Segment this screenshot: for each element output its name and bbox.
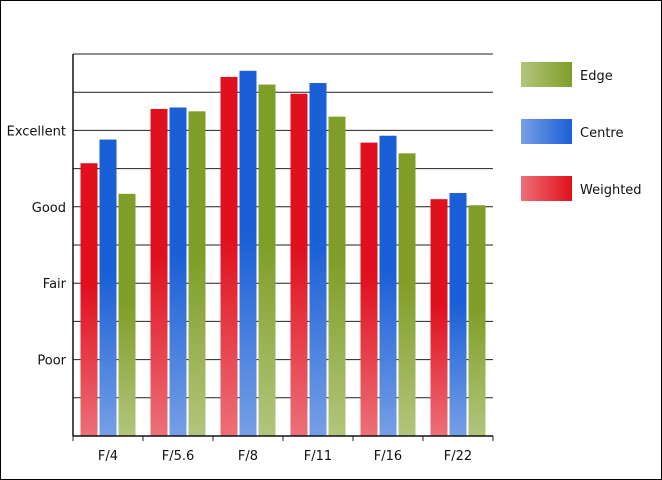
x-tick-label: F/16 <box>374 449 402 464</box>
bar-edge-F22 <box>468 205 486 436</box>
bar-weighted-F8 <box>220 76 238 437</box>
legend: Edge Centre Weighted <box>521 62 642 201</box>
legend-label-edge: Edge <box>580 69 613 84</box>
axes: F/4 F/5.6 F/8 F/11 F/16 F/22 Poor Fair Good Excel… <box>7 54 494 464</box>
legend-label-weighted: Weighted <box>580 183 642 198</box>
bar-centre-F4 <box>99 139 117 436</box>
bar-edge-F4 <box>118 193 136 436</box>
bars <box>80 70 486 437</box>
y-tick-label: Excellent <box>7 124 66 139</box>
x-tick-label: F/11 <box>304 449 332 464</box>
bar-centre-F56 <box>169 107 187 436</box>
bar-weighted-F11 <box>290 93 308 436</box>
legend-swatch-edge <box>521 62 572 87</box>
bar-centre-F11 <box>309 83 327 437</box>
x-tick-label: F/8 <box>238 449 258 464</box>
y-tick-label: Poor <box>37 354 66 369</box>
y-tick-label: Fair <box>43 277 67 292</box>
bar-edge-F11 <box>328 116 346 436</box>
bar-weighted-F16 <box>360 142 378 436</box>
legend-label-centre: Centre <box>580 126 623 141</box>
x-tick-label: F/5.6 <box>162 449 195 464</box>
legend-swatch-weighted <box>521 176 572 201</box>
x-tick-label: F/4 <box>98 449 118 464</box>
legend-swatch-centre <box>521 119 572 144</box>
grid-lines <box>73 53 493 399</box>
bar-weighted-F4 <box>80 163 98 436</box>
bar-edge-F16 <box>398 153 416 436</box>
bar-centre-F22 <box>449 193 467 436</box>
bar-centre-F8 <box>239 70 257 437</box>
bar-centre-F16 <box>379 135 397 437</box>
bar-weighted-F22 <box>430 199 448 436</box>
bar-weighted-F56 <box>150 109 168 437</box>
bar-edge-F8 <box>258 84 276 436</box>
bar-edge-F56 <box>188 111 206 437</box>
y-tick-label: Good <box>32 201 66 216</box>
x-tick-label: F/22 <box>444 449 472 464</box>
